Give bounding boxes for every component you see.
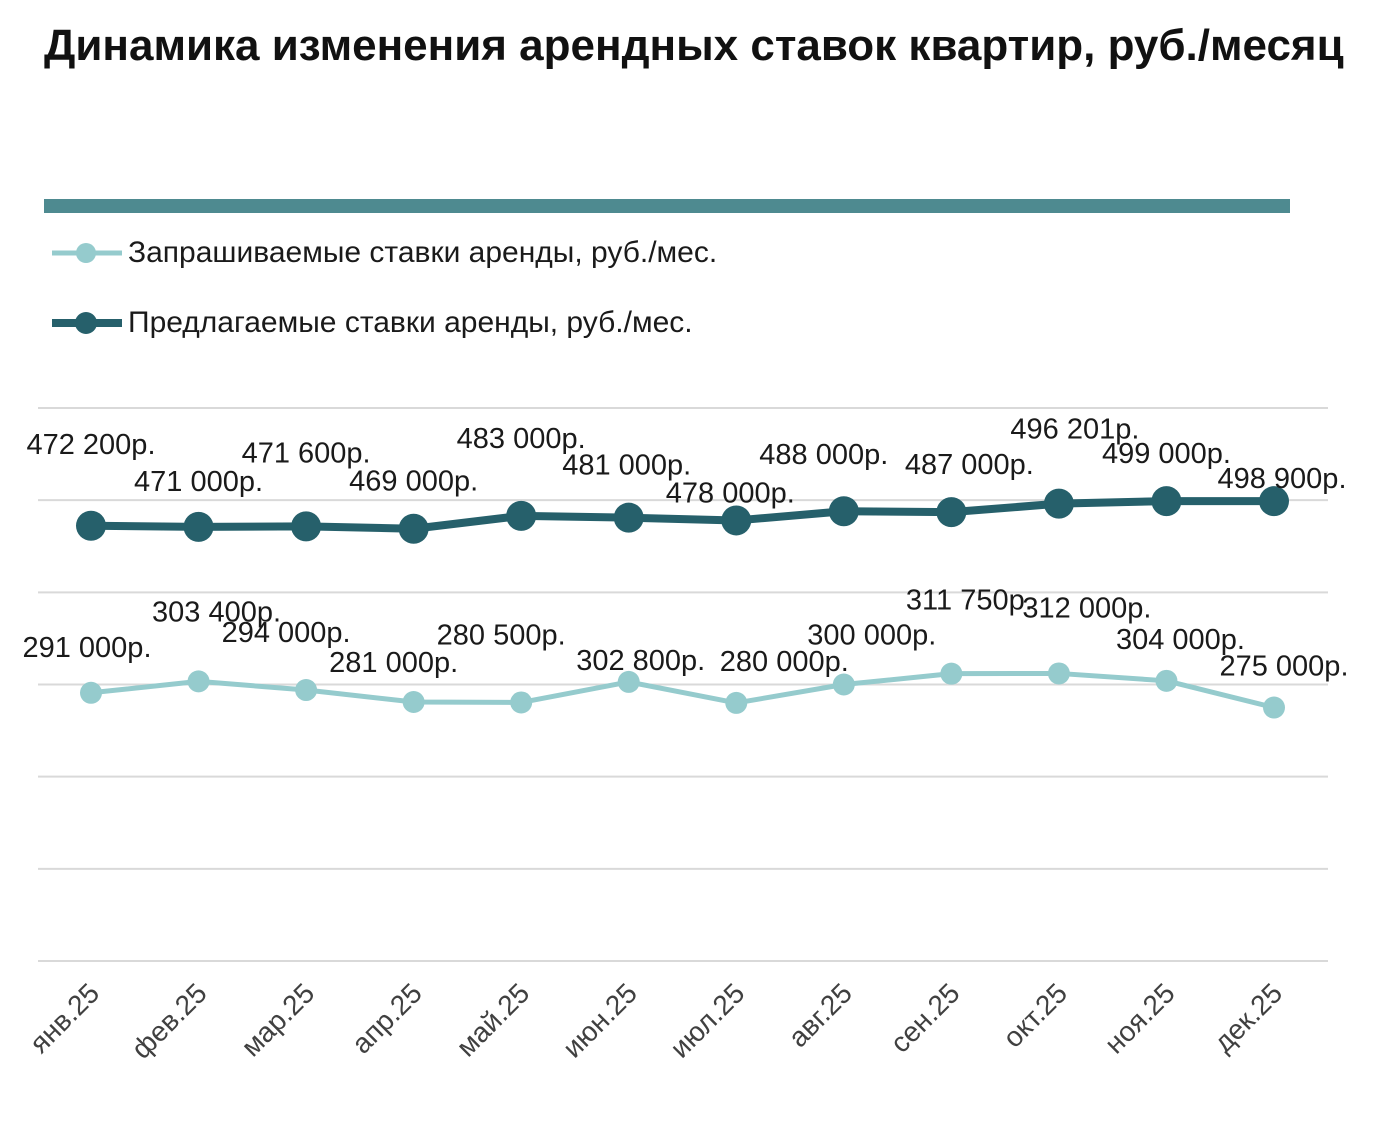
data-label-offered-10: 499 000р. <box>1102 438 1231 470</box>
point-asking-1 <box>187 670 210 693</box>
data-label-asking-7: 300 000р. <box>807 620 936 652</box>
point-offered-0 <box>76 510 106 541</box>
point-offered-10 <box>1151 486 1182 517</box>
legend-marker-asking-icon <box>52 243 122 263</box>
point-asking-9 <box>1047 662 1070 685</box>
series-line-asking <box>90 670 1275 710</box>
data-label-offered-9: 496 201р. <box>1010 414 1139 446</box>
point-asking-7 <box>832 673 855 696</box>
point-offered-11 <box>1259 486 1289 517</box>
x-tick-label-7: авг.25 <box>782 977 858 1053</box>
data-label-asking-9: 312 000р. <box>1022 592 1151 624</box>
series-line-offered <box>90 497 1275 533</box>
data-label-asking-8: 311 750р. <box>906 585 1033 617</box>
data-label-offered-6: 478 000р. <box>666 477 795 509</box>
data-label-asking-3: 281 000р. <box>329 647 458 679</box>
point-offered-9 <box>1043 488 1074 519</box>
x-tick-label-9: окт.25 <box>997 977 1073 1053</box>
point-asking-10 <box>1155 669 1178 692</box>
data-label-asking-10: 304 000р. <box>1116 624 1245 656</box>
legend-dot-offered <box>75 312 97 334</box>
legend-label-asking: Запрашиваемые ставки аренды, руб./мес. <box>128 236 718 269</box>
data-label-asking-1: 303 400р. <box>152 596 281 628</box>
legend-label-offered: Предлагаемые ставки аренды, руб./мес. <box>128 306 693 339</box>
point-offered-8 <box>936 497 967 528</box>
point-offered-1 <box>183 511 214 542</box>
point-asking-2 <box>295 679 318 702</box>
point-asking-5 <box>617 670 640 693</box>
point-asking-3 <box>402 691 425 714</box>
data-label-offered-11: 498 900р. <box>1217 463 1346 495</box>
point-asking-4 <box>510 691 533 714</box>
data-label-offered-0: 472 200р. <box>26 429 155 461</box>
data-label-asking-5: 302 800р. <box>576 645 705 677</box>
title-accent-rule <box>44 199 1290 213</box>
legend-marker-offered-icon <box>52 312 122 334</box>
point-offered-4 <box>506 500 537 531</box>
data-label-offered-2: 471 600р. <box>242 437 371 469</box>
point-asking-8 <box>940 662 963 685</box>
legend-dot-asking <box>76 243 96 263</box>
point-offered-6 <box>721 505 752 536</box>
data-label-offered-7: 488 000р. <box>759 439 888 471</box>
accent-rule-bar <box>44 199 1290 213</box>
point-offered-5 <box>613 502 644 533</box>
point-offered-3 <box>398 513 429 544</box>
x-tick-label-3: апр.25 <box>346 977 428 1059</box>
data-label-offered-1: 471 000р. <box>134 466 263 498</box>
x-tick-label-0: янв.25 <box>24 977 106 1059</box>
data-label-asking-0: 291 000р. <box>22 632 151 664</box>
x-tick-label-2: мар.25 <box>235 977 320 1062</box>
data-label-asking-11: 275 000р. <box>1219 651 1348 683</box>
data-label-offered-3: 469 000р. <box>349 466 478 498</box>
x-tick-label-11: дек.25 <box>1208 977 1289 1058</box>
data-label-asking-4: 280 500р. <box>437 619 566 651</box>
x-tick-label-1: фев.25 <box>126 977 213 1064</box>
x-tick-label-4: май.25 <box>450 977 535 1062</box>
point-asking-11 <box>1263 696 1285 719</box>
data-label-offered-5: 481 000р. <box>562 450 691 482</box>
legend-item-offered[interactable]: Предлагаемые ставки аренды, руб./мес. <box>50 303 693 343</box>
x-tick-label-5: июн.25 <box>557 977 643 1063</box>
chart-title: Динамика изменения арендных ставок кварт… <box>44 21 1344 70</box>
x-tick-label-8: сен.25 <box>884 977 965 1058</box>
point-asking-0 <box>80 681 102 704</box>
point-offered-2 <box>291 511 322 542</box>
point-asking-6 <box>725 691 748 714</box>
x-tick-label-6: июл.25 <box>664 977 750 1063</box>
data-label-offered-8: 487 000р. <box>905 449 1034 481</box>
data-label-asking-6: 280 000р. <box>720 646 849 678</box>
x-tick-label-10: ноя.25 <box>1099 977 1181 1059</box>
legend-item-asking[interactable]: Запрашиваемые ставки аренды, руб./мес. <box>50 233 717 273</box>
data-label-asking-2: 294 000р. <box>222 617 351 649</box>
point-offered-7 <box>828 496 859 527</box>
data-label-offered-4: 483 000р. <box>457 423 586 455</box>
